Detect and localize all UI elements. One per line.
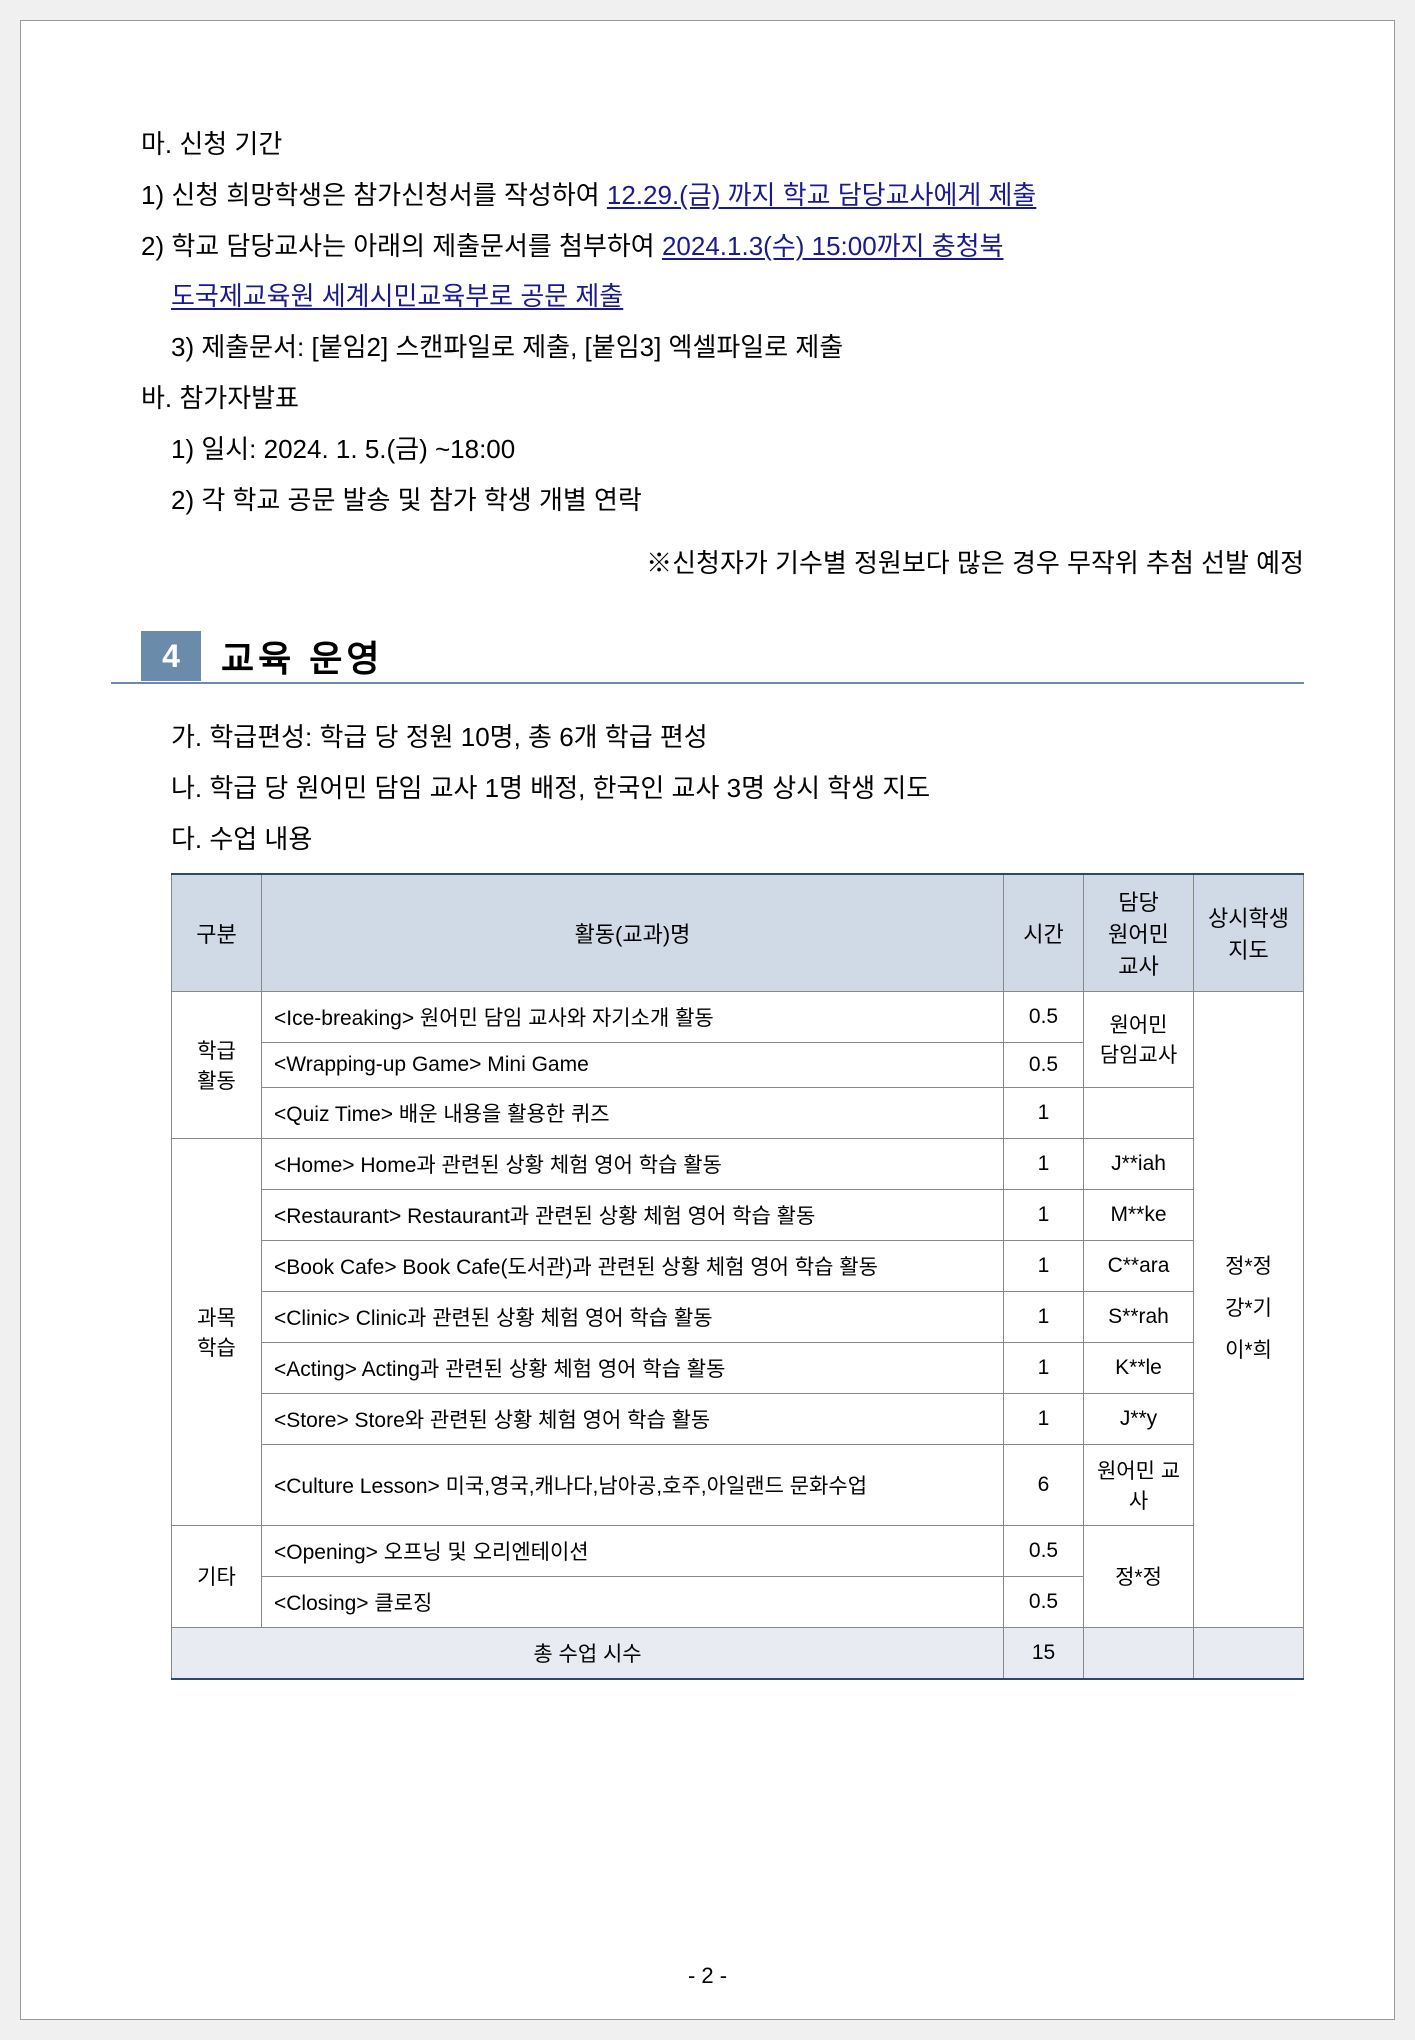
col-activity: 활동(교과)명 — [262, 874, 1004, 992]
guide-cell: 정*정 강*기 이*희 — [1194, 991, 1304, 1627]
total-label: 총 수업 시수 — [172, 1627, 1004, 1679]
time-cell: 1 — [1004, 1342, 1084, 1393]
activity-cell: <Book Cafe> Book Cafe(도서관)과 관련된 상황 체험 영어… — [262, 1240, 1004, 1291]
activity-cell: <Store> Store와 관련된 상황 체험 영어 학습 활동 — [262, 1393, 1004, 1444]
total-empty — [1084, 1627, 1194, 1679]
teacher-cell: J**iah — [1084, 1138, 1194, 1189]
teacher-cell: 원어민 담임교사 — [1084, 991, 1194, 1087]
table-row: <Clinic> Clinic과 관련된 상황 체험 영어 학습 활동 1 S*… — [172, 1291, 1304, 1342]
col-teacher: 담당 원어민 교사 — [1084, 874, 1194, 992]
time-cell: 1 — [1004, 1240, 1084, 1291]
table-total-row: 총 수업 시수 15 — [172, 1627, 1304, 1679]
item-2-text: 2) 학교 담당교사는 아래의 제출문서를 첨부하여 — [141, 231, 662, 261]
activity-cell: <Acting> Acting과 관련된 상황 체험 영어 학습 활동 — [262, 1342, 1004, 1393]
activity-cell: <Restaurant> Restaurant과 관련된 상황 체험 영어 학습… — [262, 1189, 1004, 1240]
note-lottery: ※신청자가 기수별 정원보다 많은 경우 무작위 추첨 선발 예정 — [111, 543, 1304, 580]
item-1-deadline: 12.29.(금) 까지 학교 담당교사에게 제출 — [607, 180, 1036, 210]
teacher-cell: C**ara — [1084, 1240, 1194, 1291]
ba-item-2: 2) 각 학교 공문 발송 및 참가 학생 개별 연락 — [111, 477, 1304, 524]
col-guide: 상시학생 지도 — [1194, 874, 1304, 992]
activity-cell: <Closing> 클로징 — [262, 1576, 1004, 1627]
table-row: <Book Cafe> Book Cafe(도서관)과 관련된 상황 체험 영어… — [172, 1240, 1304, 1291]
cat-subject-study: 과목 학습 — [172, 1138, 262, 1525]
activity-cell: <Home> Home과 관련된 상황 체험 영어 학습 활동 — [262, 1138, 1004, 1189]
time-cell: 0.5 — [1004, 1525, 1084, 1576]
document-page: 마. 신청 기간 1) 신청 희망학생은 참가신청서를 작성하여 12.29.(… — [20, 20, 1395, 2020]
item-2-line2: 도국제교육원 세계시민교육부로 공문 제출 — [111, 273, 1304, 320]
teacher-cell: S**rah — [1084, 1291, 1194, 1342]
cat-class-activity: 학급 활동 — [172, 991, 262, 1138]
teacher-cell: 정*정 — [1084, 1525, 1194, 1627]
ops-b: 나. 학급 당 원어민 담임 교사 1명 배정, 한국인 교사 3명 상시 학생… — [111, 765, 1304, 812]
teacher-cell: K**le — [1084, 1342, 1194, 1393]
table-row: <Store> Store와 관련된 상황 체험 영어 학습 활동 1 J**y — [172, 1393, 1304, 1444]
curriculum-table-wrap: 구분 활동(교과)명 시간 담당 원어민 교사 상시학생 지도 학급 활동 <I… — [111, 873, 1304, 1680]
item-2-line1: 2) 학교 담당교사는 아래의 제출문서를 첨부하여 2024.1.3(수) 1… — [111, 223, 1304, 270]
total-time: 15 — [1004, 1627, 1084, 1679]
activity-cell: <Quiz Time> 배운 내용을 활용한 퀴즈 — [262, 1087, 1004, 1138]
activity-cell: <Clinic> Clinic과 관련된 상황 체험 영어 학습 활동 — [262, 1291, 1004, 1342]
teacher-cell: J**y — [1084, 1393, 1194, 1444]
heading-ma: 마. 신청 기간 — [111, 121, 1304, 168]
time-cell: 0.5 — [1004, 1576, 1084, 1627]
table-header-row: 구분 활동(교과)명 시간 담당 원어민 교사 상시학생 지도 — [172, 874, 1304, 992]
table-row: <Acting> Acting과 관련된 상황 체험 영어 학습 활동 1 K*… — [172, 1342, 1304, 1393]
ops-a: 가. 학급편성: 학급 당 정원 10명, 총 6개 학급 편성 — [111, 714, 1304, 761]
teacher-cell: M**ke — [1084, 1189, 1194, 1240]
activity-cell: <Opening> 오프닝 및 오리엔테이션 — [262, 1525, 1004, 1576]
section-title: 교육 운영 — [221, 630, 383, 682]
teacher-cell: 원어민 교사 — [1084, 1444, 1194, 1525]
section-number-badge: 4 — [141, 631, 201, 681]
page-number: - 2 - — [21, 1963, 1394, 1989]
activity-cell: <Ice-breaking> 원어민 담임 교사와 자기소개 활동 — [262, 991, 1004, 1042]
activity-cell: <Wrapping-up Game> Mini Game — [262, 1042, 1004, 1087]
time-cell: 1 — [1004, 1087, 1084, 1138]
item-1: 1) 신청 희망학생은 참가신청서를 작성하여 12.29.(금) 까지 학교 … — [111, 172, 1304, 219]
table-row: 기타 <Opening> 오프닝 및 오리엔테이션 0.5 정*정 — [172, 1525, 1304, 1576]
time-cell: 1 — [1004, 1138, 1084, 1189]
section-header: 4 교육 운영 — [111, 630, 1304, 684]
col-category: 구분 — [172, 874, 262, 992]
ba-item-1: 1) 일시: 2024. 1. 5.(금) ~18:00 — [111, 426, 1304, 473]
time-cell: 1 — [1004, 1291, 1084, 1342]
time-cell: 6 — [1004, 1444, 1084, 1525]
teacher-cell — [1084, 1087, 1194, 1138]
item-2-deadline-part1: 2024.1.3(수) 15:00까지 충청북 — [662, 231, 1004, 261]
table-row: 학급 활동 <Ice-breaking> 원어민 담임 교사와 자기소개 활동 … — [172, 991, 1304, 1042]
item-3: 3) 제출문서: [붙임2] 스캔파일로 제출, [붙임3] 엑셀파일로 제출 — [111, 324, 1304, 371]
heading-ba: 바. 참가자발표 — [111, 375, 1304, 422]
table-row: <Quiz Time> 배운 내용을 활용한 퀴즈 1 — [172, 1087, 1304, 1138]
col-time: 시간 — [1004, 874, 1084, 992]
table-row: <Culture Lesson> 미국,영국,캐나다,남아공,호주,아일랜드 문… — [172, 1444, 1304, 1525]
item-2-deadline-part2: 도국제교육원 세계시민교육부로 공문 제출 — [171, 281, 623, 311]
table-row: 과목 학습 <Home> Home과 관련된 상황 체험 영어 학습 활동 1 … — [172, 1138, 1304, 1189]
time-cell: 1 — [1004, 1393, 1084, 1444]
activity-cell: <Culture Lesson> 미국,영국,캐나다,남아공,호주,아일랜드 문… — [262, 1444, 1004, 1525]
time-cell: 0.5 — [1004, 991, 1084, 1042]
table-row: <Restaurant> Restaurant과 관련된 상황 체험 영어 학습… — [172, 1189, 1304, 1240]
curriculum-table: 구분 활동(교과)명 시간 담당 원어민 교사 상시학생 지도 학급 활동 <I… — [171, 873, 1304, 1680]
total-empty — [1194, 1627, 1304, 1679]
time-cell: 1 — [1004, 1189, 1084, 1240]
cat-etc: 기타 — [172, 1525, 262, 1627]
ops-c: 다. 수업 내용 — [111, 816, 1304, 863]
time-cell: 0.5 — [1004, 1042, 1084, 1087]
item-1-text: 1) 신청 희망학생은 참가신청서를 작성하여 — [141, 180, 607, 210]
